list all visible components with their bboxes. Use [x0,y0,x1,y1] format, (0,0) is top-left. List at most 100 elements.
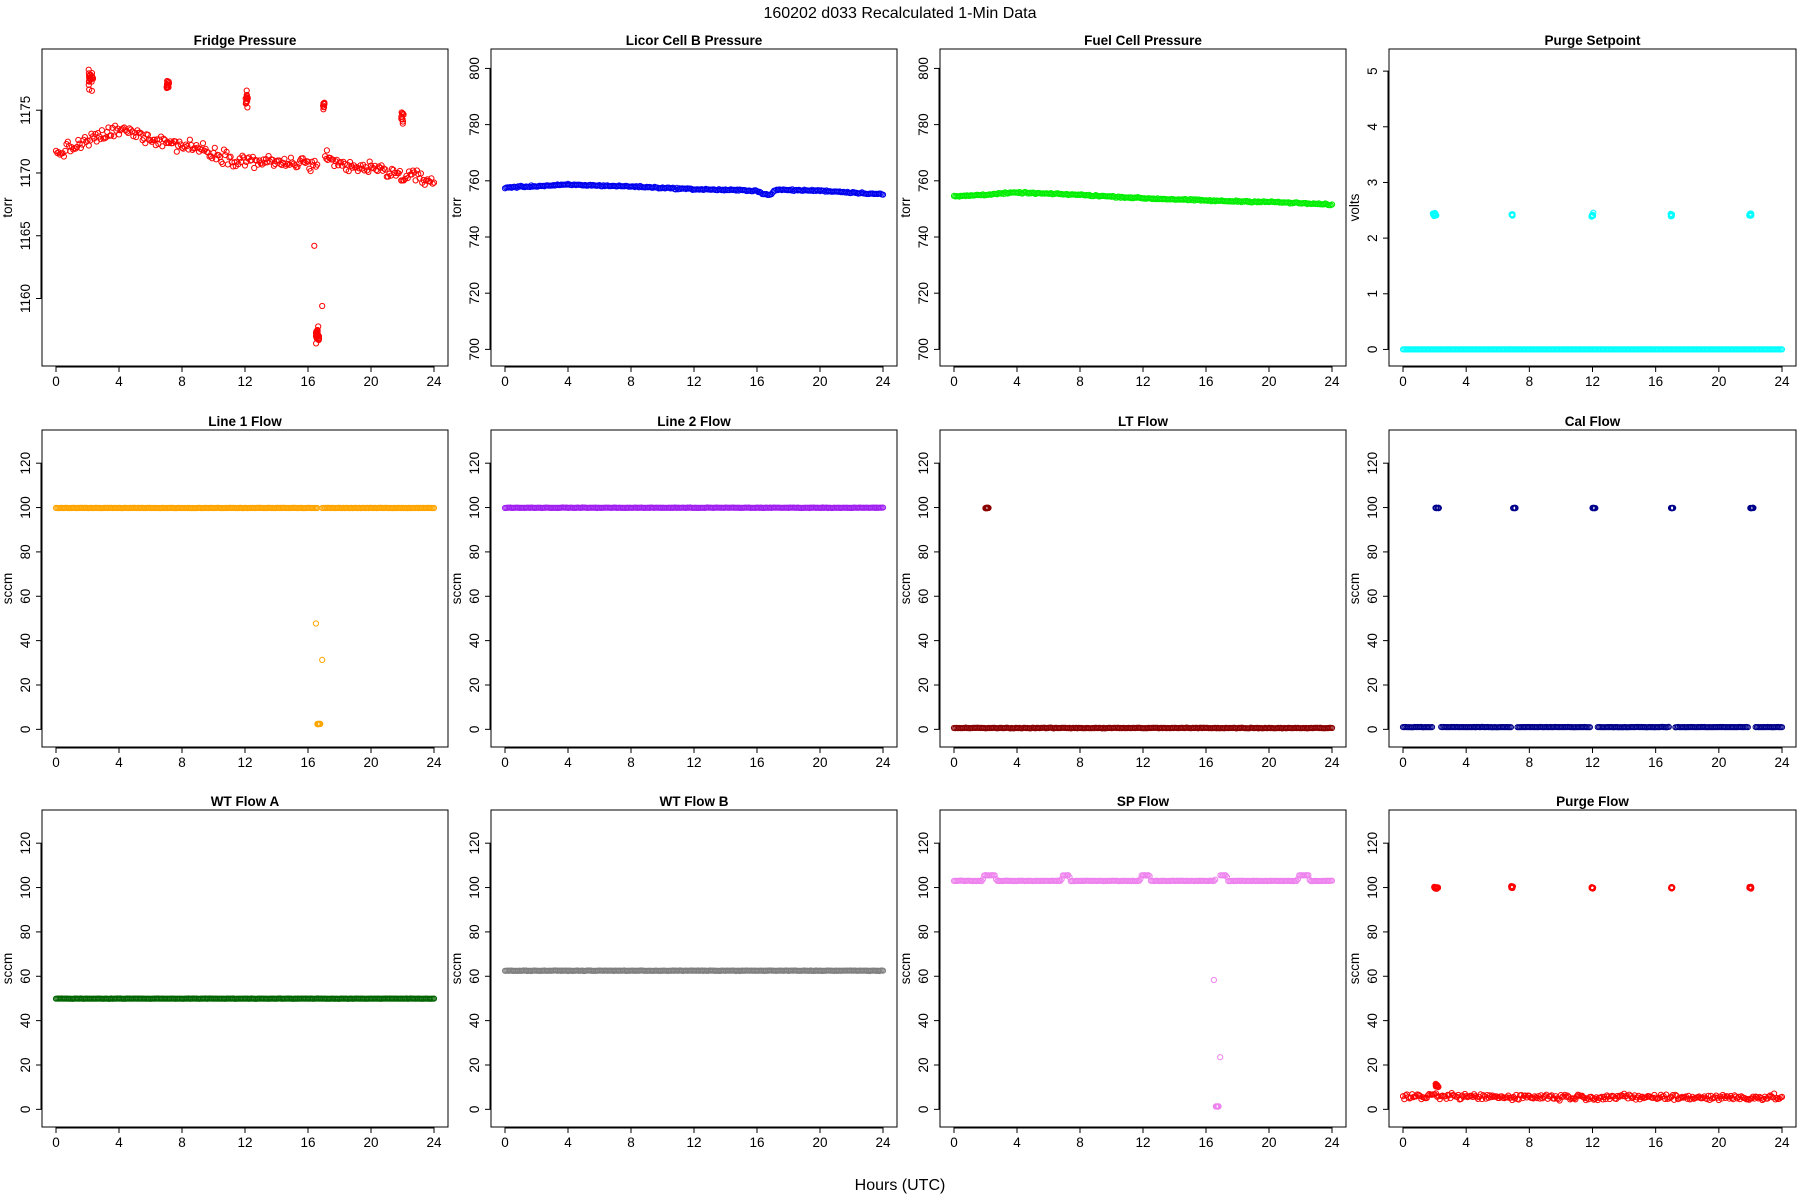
data-point [879,504,887,511]
x-axis: 0 4 8 12 16 20 24 [950,1127,1340,1150]
x-tick-label: 20 [363,374,378,389]
x-tick-label: 0 [52,755,60,770]
data-point [86,86,93,93]
data-point [115,131,123,138]
data-point [251,164,258,172]
y-tick-label: 60 [916,969,931,984]
data-point [323,147,330,154]
data-point [199,140,207,147]
y-tick-label: 40 [467,1013,482,1028]
data-point [320,100,327,107]
data-point [77,144,85,151]
data-point [1512,505,1519,512]
plot-frame [490,48,898,367]
y-tick-label: 720 [916,282,931,305]
data-point [346,158,354,166]
y-tick-label: 4 [1365,123,1380,131]
y-tick-label: 20 [18,1057,33,1072]
y-tick-label: 780 [467,113,482,136]
figure-xlabel: Hours (UTC) [855,1177,946,1194]
x-tick-label: 16 [1648,374,1663,389]
data-point [60,153,68,160]
panel-title: SP Flow [1117,794,1170,809]
x-tick-label: 0 [1399,1135,1407,1150]
data-point [1509,211,1516,218]
x-tick-label: 12 [1135,1135,1150,1150]
y-tick-label: 780 [916,113,931,136]
data-point [879,191,887,198]
x-tick-label: 24 [426,755,442,770]
data-point [1778,346,1786,353]
y-tick-label: 740 [916,226,931,249]
y-tick-label: 1165 [18,221,33,250]
panel-line-1-flow: Line 1 Flow sccm 0 4 8 12 16 20 24 0 20 40 60 80 100 12… [0,414,449,770]
y-axis: 0 20 40 60 80 100 120 [18,832,42,1113]
y-tick-label: 120 [467,832,482,855]
data-point [1428,724,1436,731]
y-tick-label: 60 [1365,589,1380,604]
data-point [147,137,154,144]
data-point [417,170,424,177]
panel-wt-flow-a: WT Flow A sccm 0 4 8 12 16 20 24 0 20 40 60 80 100 120 [0,794,449,1150]
x-tick-label: 24 [1774,1135,1790,1150]
data-point [142,140,149,147]
data-point [304,158,312,165]
y-axis-label: sccm [449,953,464,985]
data-point [320,106,327,113]
data-point [85,70,93,77]
panel-title: Fuel Cell Pressure [1084,33,1202,48]
data-points [501,504,887,512]
y-tick-label: 0 [1365,1106,1380,1114]
x-tick-label: 20 [1261,755,1276,770]
data-points [950,188,1336,209]
panel-title: Cal Flow [1565,414,1621,429]
x-tick-label: 24 [1774,374,1790,389]
data-point [1433,504,1440,511]
plot-frame [1388,429,1797,748]
y-tick-label: 1175 [18,96,33,125]
panel-title: Line 2 Flow [657,414,731,429]
y-tick-label: 5 [1365,67,1380,75]
data-point [311,242,318,249]
x-tick-label: 8 [627,1135,635,1150]
figure-title: 160202 d033 Recalculated 1-Min Data [763,5,1036,22]
data-point [227,153,234,160]
data-point [281,155,288,162]
y-tick-label: 700 [916,338,931,361]
data-point [371,162,378,169]
panel-title: Fridge Pressure [194,33,297,48]
x-tick-label: 4 [1013,1135,1021,1150]
data-point [1744,724,1751,731]
data-point [314,161,321,168]
data-point [1665,723,1672,731]
y-axis: 0 1 2 3 4 5 [1365,67,1389,353]
data-point [402,175,409,182]
data-point [312,620,319,627]
x-axis: 0 4 8 12 16 20 24 [1399,1127,1790,1150]
x-tick-label: 20 [1261,374,1276,389]
data-points [1399,504,1786,731]
x-tick-label: 8 [178,1135,186,1150]
x-tick-label: 0 [52,374,60,389]
y-axis-label: sccm [0,953,15,985]
data-point [1431,212,1438,219]
y-axis: 700 720 740 760 780 800 [467,57,491,361]
data-point [364,167,371,174]
y-axis-label: torr [898,197,913,218]
y-tick-label: 100 [467,876,482,899]
y-tick-label: 40 [18,633,33,648]
y-tick-label: 740 [467,226,482,249]
x-tick-label: 4 [1013,374,1021,389]
x-tick-label: 0 [1399,755,1407,770]
x-tick-label: 12 [686,374,701,389]
x-tick-label: 8 [627,374,635,389]
y-tick-label: 720 [467,282,482,305]
data-point [176,138,183,145]
x-tick-label: 0 [950,374,958,389]
panel-sp-flow: SP Flow sccm 0 4 8 12 16 20 24 0 20 40 60 80 100 120 [898,794,1347,1150]
y-tick-label: 1160 [18,284,33,313]
y-axis-label: sccm [898,953,913,985]
data-point [314,328,321,335]
y-axis: 0 20 40 60 80 100 120 [916,832,940,1113]
data-point [984,504,992,511]
